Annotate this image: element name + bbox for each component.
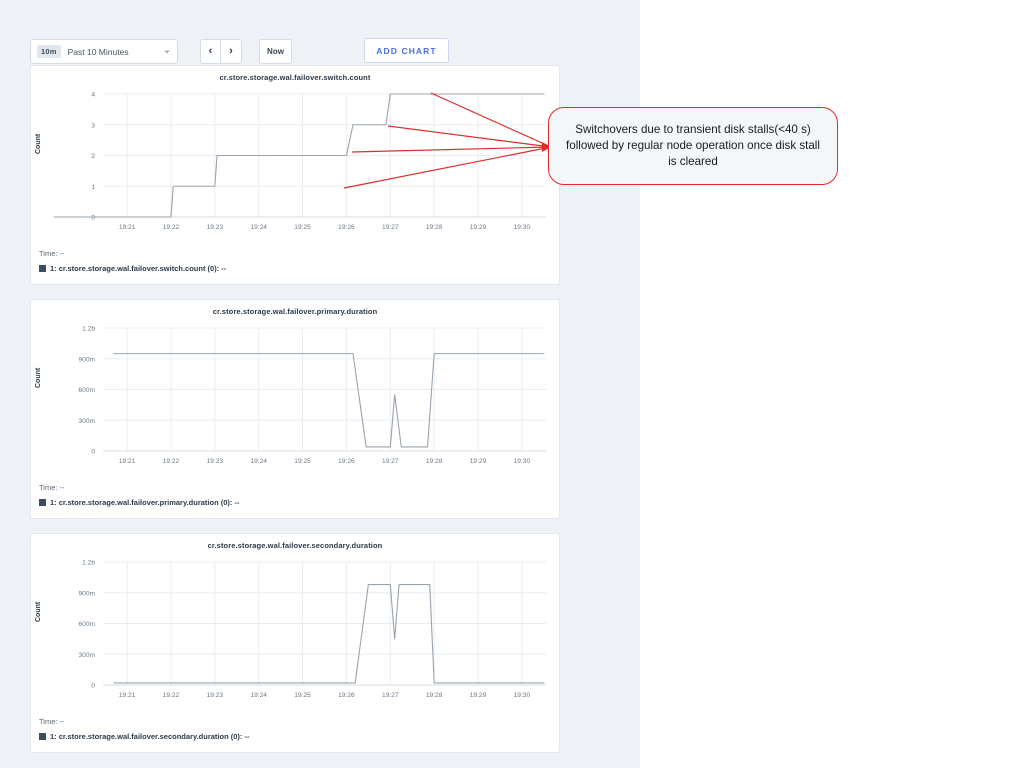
chart-legend-item[interactable]: 1: cr.store.storage.wal.failover.primary… <box>39 498 559 507</box>
legend-color-swatch <box>39 733 46 740</box>
svg-text:19:21: 19:21 <box>119 692 136 699</box>
chart-card: cr.store.storage.wal.failover.primary.du… <box>30 299 560 519</box>
y-axis-title: Count <box>35 367 42 388</box>
svg-text:19:28: 19:28 <box>426 692 443 699</box>
svg-text:19:26: 19:26 <box>338 692 355 699</box>
svg-text:19:23: 19:23 <box>207 458 224 465</box>
svg-text:1.2b: 1.2b <box>82 326 95 333</box>
svg-text:19:29: 19:29 <box>470 458 487 465</box>
svg-text:19:24: 19:24 <box>250 692 267 699</box>
svg-text:19:27: 19:27 <box>382 224 399 231</box>
svg-text:600m: 600m <box>79 387 96 394</box>
chart-footer: Time: -- 1: cr.store.storage.wal.failove… <box>31 717 559 741</box>
legend-label: 1: cr.store.storage.wal.failover.primary… <box>50 498 240 507</box>
svg-text:19:21: 19:21 <box>119 458 136 465</box>
chart-footer: Time: -- 1: cr.store.storage.wal.failove… <box>31 249 559 273</box>
svg-text:19:25: 19:25 <box>294 224 311 231</box>
svg-text:19:25: 19:25 <box>294 458 311 465</box>
chart-svg: 0 1 2 3 4 19:21 19:22 19:23 19:24 19:25 19:26 19:27… <box>53 92 546 231</box>
svg-text:1.2b: 1.2b <box>82 560 95 567</box>
svg-text:19:24: 19:24 <box>250 224 267 231</box>
annotation-callout: Switchovers due to transient disk stalls… <box>548 107 838 185</box>
svg-text:600m: 600m <box>79 621 96 628</box>
svg-text:900m: 900m <box>79 356 96 363</box>
svg-text:19:22: 19:22 <box>163 692 180 699</box>
timescale-badge: 10m <box>37 45 61 58</box>
chart-card: cr.store.storage.wal.failover.switch.cou… <box>30 65 560 285</box>
svg-text:19:23: 19:23 <box>207 692 224 699</box>
previous-period-button[interactable]: ‹ <box>200 39 221 64</box>
svg-text:0: 0 <box>91 215 95 222</box>
svg-text:19:22: 19:22 <box>163 224 180 231</box>
add-chart-button[interactable]: ADD CHART <box>364 38 449 63</box>
svg-text:19:30: 19:30 <box>514 458 531 465</box>
svg-text:19:29: 19:29 <box>470 692 487 699</box>
annotation-text: Switchovers due to transient disk stalls… <box>566 123 820 168</box>
svg-text:2: 2 <box>91 153 95 160</box>
chart-legend-item[interactable]: 1: cr.store.storage.wal.failover.seconda… <box>39 732 559 741</box>
svg-text:19:29: 19:29 <box>470 224 487 231</box>
chart-plot-area[interactable]: Count 0 1 2 3 4 19:21 19:22 19:23 19:24 19:25 19:2… <box>31 82 561 247</box>
chevron-down-icon <box>164 50 170 53</box>
chart-plot-area[interactable]: Count 0 300m 600m 900m 1.2b 19:21 19:22 19:23 19… <box>31 550 561 715</box>
svg-text:1: 1 <box>91 184 95 191</box>
svg-text:19:21: 19:21 <box>119 224 136 231</box>
svg-text:19:28: 19:28 <box>426 224 443 231</box>
chart-title: cr.store.storage.wal.failover.secondary.… <box>207 541 383 550</box>
svg-text:4: 4 <box>91 92 95 99</box>
legend-color-swatch <box>39 265 46 272</box>
svg-text:19:22: 19:22 <box>163 458 180 465</box>
svg-text:0: 0 <box>91 449 95 456</box>
svg-text:300m: 300m <box>79 418 96 425</box>
chart-svg: 0 300m 600m 900m 1.2b 19:21 19:22 19:23 19:24 19:… <box>79 560 546 699</box>
hover-time-readout: Time: -- <box>39 249 65 258</box>
chart-title: cr.store.storage.wal.failover.switch.cou… <box>219 73 371 82</box>
svg-text:19:25: 19:25 <box>294 692 311 699</box>
timescale-select[interactable]: 10m Past 10 Minutes <box>30 39 178 64</box>
svg-text:19:23: 19:23 <box>207 224 224 231</box>
y-axis-title: Count <box>35 133 42 154</box>
y-axis-title: Count <box>35 601 42 622</box>
legend-label: 1: cr.store.storage.wal.failover.switch.… <box>50 264 227 273</box>
svg-text:19:26: 19:26 <box>338 458 355 465</box>
svg-text:0: 0 <box>91 683 95 690</box>
svg-text:300m: 300m <box>79 652 96 659</box>
now-button[interactable]: Now <box>259 39 292 64</box>
chart-legend-item[interactable]: 1: cr.store.storage.wal.failover.switch.… <box>39 264 559 273</box>
time-nav-group: ‹ › <box>200 39 242 64</box>
svg-text:900m: 900m <box>79 590 96 597</box>
chart-card: cr.store.storage.wal.failover.secondary.… <box>30 533 560 753</box>
dashboard-toolbar: 10m Past 10 Minutes ‹ › Now ADD CHART <box>30 38 610 65</box>
timescale-label: Past 10 Minutes <box>67 46 129 57</box>
hover-time-readout: Time: -- <box>39 717 65 726</box>
svg-text:19:28: 19:28 <box>426 458 443 465</box>
svg-text:19:30: 19:30 <box>514 692 531 699</box>
chart-title: cr.store.storage.wal.failover.primary.du… <box>212 307 378 316</box>
svg-text:19:27: 19:27 <box>382 458 399 465</box>
hover-time-readout: Time: -- <box>39 483 65 492</box>
svg-text:19:26: 19:26 <box>338 224 355 231</box>
legend-color-swatch <box>39 499 46 506</box>
chart-svg: 0 300m 600m 900m 1.2b 19:21 19:22 19:23 19:24 19:… <box>79 326 546 465</box>
svg-text:19:24: 19:24 <box>250 458 267 465</box>
legend-label: 1: cr.store.storage.wal.failover.seconda… <box>50 732 250 741</box>
svg-text:19:27: 19:27 <box>382 692 399 699</box>
svg-text:19:30: 19:30 <box>514 224 531 231</box>
chart-footer: Time: -- 1: cr.store.storage.wal.failove… <box>31 483 559 507</box>
svg-text:3: 3 <box>91 122 95 129</box>
next-period-button[interactable]: › <box>221 39 242 64</box>
chart-plot-area[interactable]: Count 0 300m 600m 900m 1.2b 19:21 19:22 19:23 19… <box>31 316 561 481</box>
